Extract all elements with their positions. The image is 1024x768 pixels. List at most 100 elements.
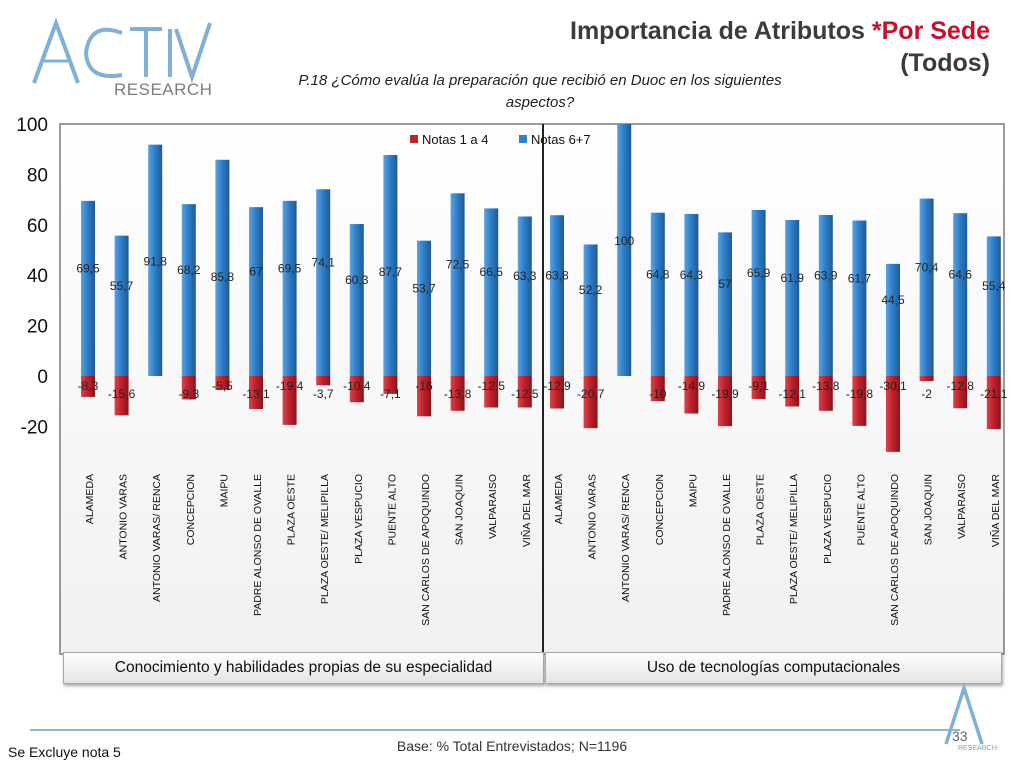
legend-label-notas-6-7: Notas 6+7 bbox=[531, 132, 591, 147]
data-label-notas-1-4: -30,1 bbox=[879, 379, 907, 393]
bar-notas-1-4 bbox=[751, 376, 766, 399]
data-label-notas-6-7: 61,9 bbox=[781, 271, 805, 285]
x-category-label: PLAZA OESTE/ MELIPILLA bbox=[788, 474, 800, 604]
data-label-notas-1-4: -13,1 bbox=[242, 387, 270, 401]
data-label-notas-6-7: 68,2 bbox=[177, 263, 201, 277]
data-label-notas-6-7: 44,5 bbox=[881, 293, 905, 307]
data-label-notas-6-7: 63,3 bbox=[513, 269, 537, 283]
x-category-label: ALAMEDA bbox=[553, 474, 565, 524]
data-label-notas-1-4: -9,3 bbox=[178, 387, 199, 401]
x-category-label: PADRE ALONSO DE OVALLE bbox=[721, 474, 733, 616]
data-label-notas-1-4: -2 bbox=[921, 387, 932, 401]
x-category-label: SAN CARLOS DE APOQUINDO bbox=[420, 474, 432, 626]
footer-divider bbox=[30, 729, 960, 731]
page-number: 33 bbox=[952, 728, 968, 744]
data-label-notas-6-7: 63,8 bbox=[545, 269, 569, 283]
bar-notas-1-4 bbox=[181, 376, 196, 400]
page-subtitle: (Todos) bbox=[900, 49, 990, 77]
bar-notas-6-7 bbox=[684, 213, 699, 376]
data-label-notas-1-4: -20,7 bbox=[577, 387, 605, 401]
bar-notas-1-4 bbox=[785, 376, 800, 407]
bar-notas-1-4 bbox=[919, 376, 934, 382]
page-title-highlight: *Por Sede bbox=[871, 17, 990, 45]
bar-notas-6-7 bbox=[484, 208, 499, 376]
x-category-label: PLAZA OESTE/ MELIPILLA bbox=[319, 474, 331, 604]
bar-notas-1-4 bbox=[583, 376, 598, 429]
y-tick-label: 80 bbox=[27, 165, 48, 186]
group-label-conocimiento: Conocimiento y habilidades propias de su… bbox=[63, 652, 544, 684]
x-category-label: ALAMEDA bbox=[84, 474, 96, 524]
data-label-notas-1-4: -9,1 bbox=[748, 379, 769, 393]
bar-notas-1-4 bbox=[249, 376, 263, 410]
activa-research-logo: RESEARCH bbox=[32, 17, 212, 99]
bar-notas-1-4 bbox=[517, 376, 532, 408]
survey-question: P.18 ¿Cómo evalúa la preparación que rec… bbox=[240, 70, 840, 114]
data-label-notas-1-4: -12,5 bbox=[478, 379, 506, 393]
bar-notas-6-7 bbox=[886, 263, 900, 376]
data-label-notas-1-4: -15,6 bbox=[108, 387, 136, 401]
x-category-label: SAN JOAQUIN bbox=[454, 474, 466, 545]
data-label-notas-1-4: -19,9 bbox=[711, 387, 739, 401]
page-title: Importancia de Atributos *Por Sede bbox=[570, 14, 990, 48]
x-category-label: PLAZA OESTE bbox=[286, 474, 298, 545]
data-label-notas-6-7: 63,9 bbox=[814, 268, 838, 282]
data-label-notas-1-4: -3,7 bbox=[313, 387, 334, 401]
y-tick-label: 20 bbox=[27, 317, 48, 338]
data-label-notas-6-7: 64,6 bbox=[949, 268, 973, 282]
data-label-notas-6-7: 53,7 bbox=[412, 281, 436, 295]
x-category-label: CONCEPCION bbox=[185, 474, 197, 545]
y-tick-label: -20 bbox=[21, 417, 48, 438]
x-category-label: MAIPU bbox=[218, 474, 230, 507]
x-category-label: VALPARAISO bbox=[956, 474, 968, 539]
bar-notas-1-4 bbox=[718, 376, 732, 427]
data-label-notas-1-4: -7,1 bbox=[380, 387, 401, 401]
bar-notas-6-7 bbox=[785, 220, 800, 376]
bar-notas-1-4 bbox=[852, 376, 867, 426]
bar-notas-1-4 bbox=[650, 376, 665, 402]
bar-notas-6-7 bbox=[818, 214, 833, 376]
bar-notas-6-7 bbox=[953, 213, 968, 376]
data-label-notas-6-7: 66,5 bbox=[480, 265, 504, 279]
x-category-label: VIÑA DEL MAR bbox=[520, 474, 533, 548]
bar-notas-6-7 bbox=[517, 216, 532, 376]
bar-notas-1-4 bbox=[684, 376, 699, 414]
bar-notas-1-4 bbox=[417, 376, 431, 417]
data-label-notas-6-7: 52,2 bbox=[579, 283, 603, 297]
x-category-label: PADRE ALONSO DE OVALLE bbox=[252, 474, 264, 616]
data-label-notas-6-7: 61,7 bbox=[848, 271, 872, 285]
bars bbox=[81, 124, 1001, 452]
base-note: Base: % Total Entrevistados; N=1196 bbox=[396, 738, 628, 754]
data-label-notas-1-4: -5,5 bbox=[212, 379, 233, 393]
y-tick-label: 0 bbox=[37, 367, 48, 388]
data-label-notas-1-4: -13,8 bbox=[812, 379, 840, 393]
bar-notas-6-7 bbox=[583, 244, 598, 376]
data-label-notas-6-7: 55,4 bbox=[982, 279, 1006, 293]
bar-notas-6-7 bbox=[148, 144, 163, 376]
page-title-main: Importancia de Atributos bbox=[570, 17, 872, 45]
bar-notas-6-7 bbox=[986, 236, 1001, 376]
x-category-label: SAN JOAQUIN bbox=[923, 474, 935, 545]
x-category-label: PLAZA VESPUCIO bbox=[822, 474, 834, 564]
bar-notas-6-7 bbox=[81, 200, 95, 376]
x-category-label: VALPARAISO bbox=[487, 474, 499, 539]
bar-notas-6-7 bbox=[215, 159, 230, 376]
legend: Notas 1 a 4 Notas 6+7 bbox=[410, 132, 591, 147]
y-tick-label: 40 bbox=[27, 266, 48, 287]
bar-notas-1-4 bbox=[114, 376, 129, 416]
bar-notas-1-4 bbox=[215, 376, 230, 390]
data-label-notas-6-7: 72,5 bbox=[446, 258, 470, 272]
survey-question-line2: aspectos? bbox=[505, 94, 575, 111]
legend-swatch-notas-6-7 bbox=[519, 135, 527, 143]
bar-chart: -20 0 20 40 60 80 100 69,5 -8,3 55,7 -15,6 91,8 68,… bbox=[16, 115, 1008, 655]
svg-text:RESEARCH: RESEARCH bbox=[958, 745, 997, 752]
x-category-label: ANTONIO VARAS/ RENCA bbox=[620, 474, 632, 602]
bar-notas-1-4 bbox=[450, 376, 465, 411]
group-label-tecnologias: Uso de tecnologías computacionales bbox=[545, 652, 1002, 684]
data-label-notas-1-4: -13,8 bbox=[444, 387, 472, 401]
activa-research-small-logo: RESEARCH bbox=[944, 682, 997, 752]
data-label-notas-1-4: -12,8 bbox=[947, 379, 975, 393]
bar-notas-6-7 bbox=[718, 232, 732, 376]
svg-text:RESEARCH: RESEARCH bbox=[114, 80, 212, 99]
data-label-notas-6-7: 60,3 bbox=[345, 273, 369, 287]
data-labels: 69,5 -8,3 55,7 -15,6 91,8 68,2 -9,3 85,8 -5,5 67 -… bbox=[76, 234, 1007, 401]
